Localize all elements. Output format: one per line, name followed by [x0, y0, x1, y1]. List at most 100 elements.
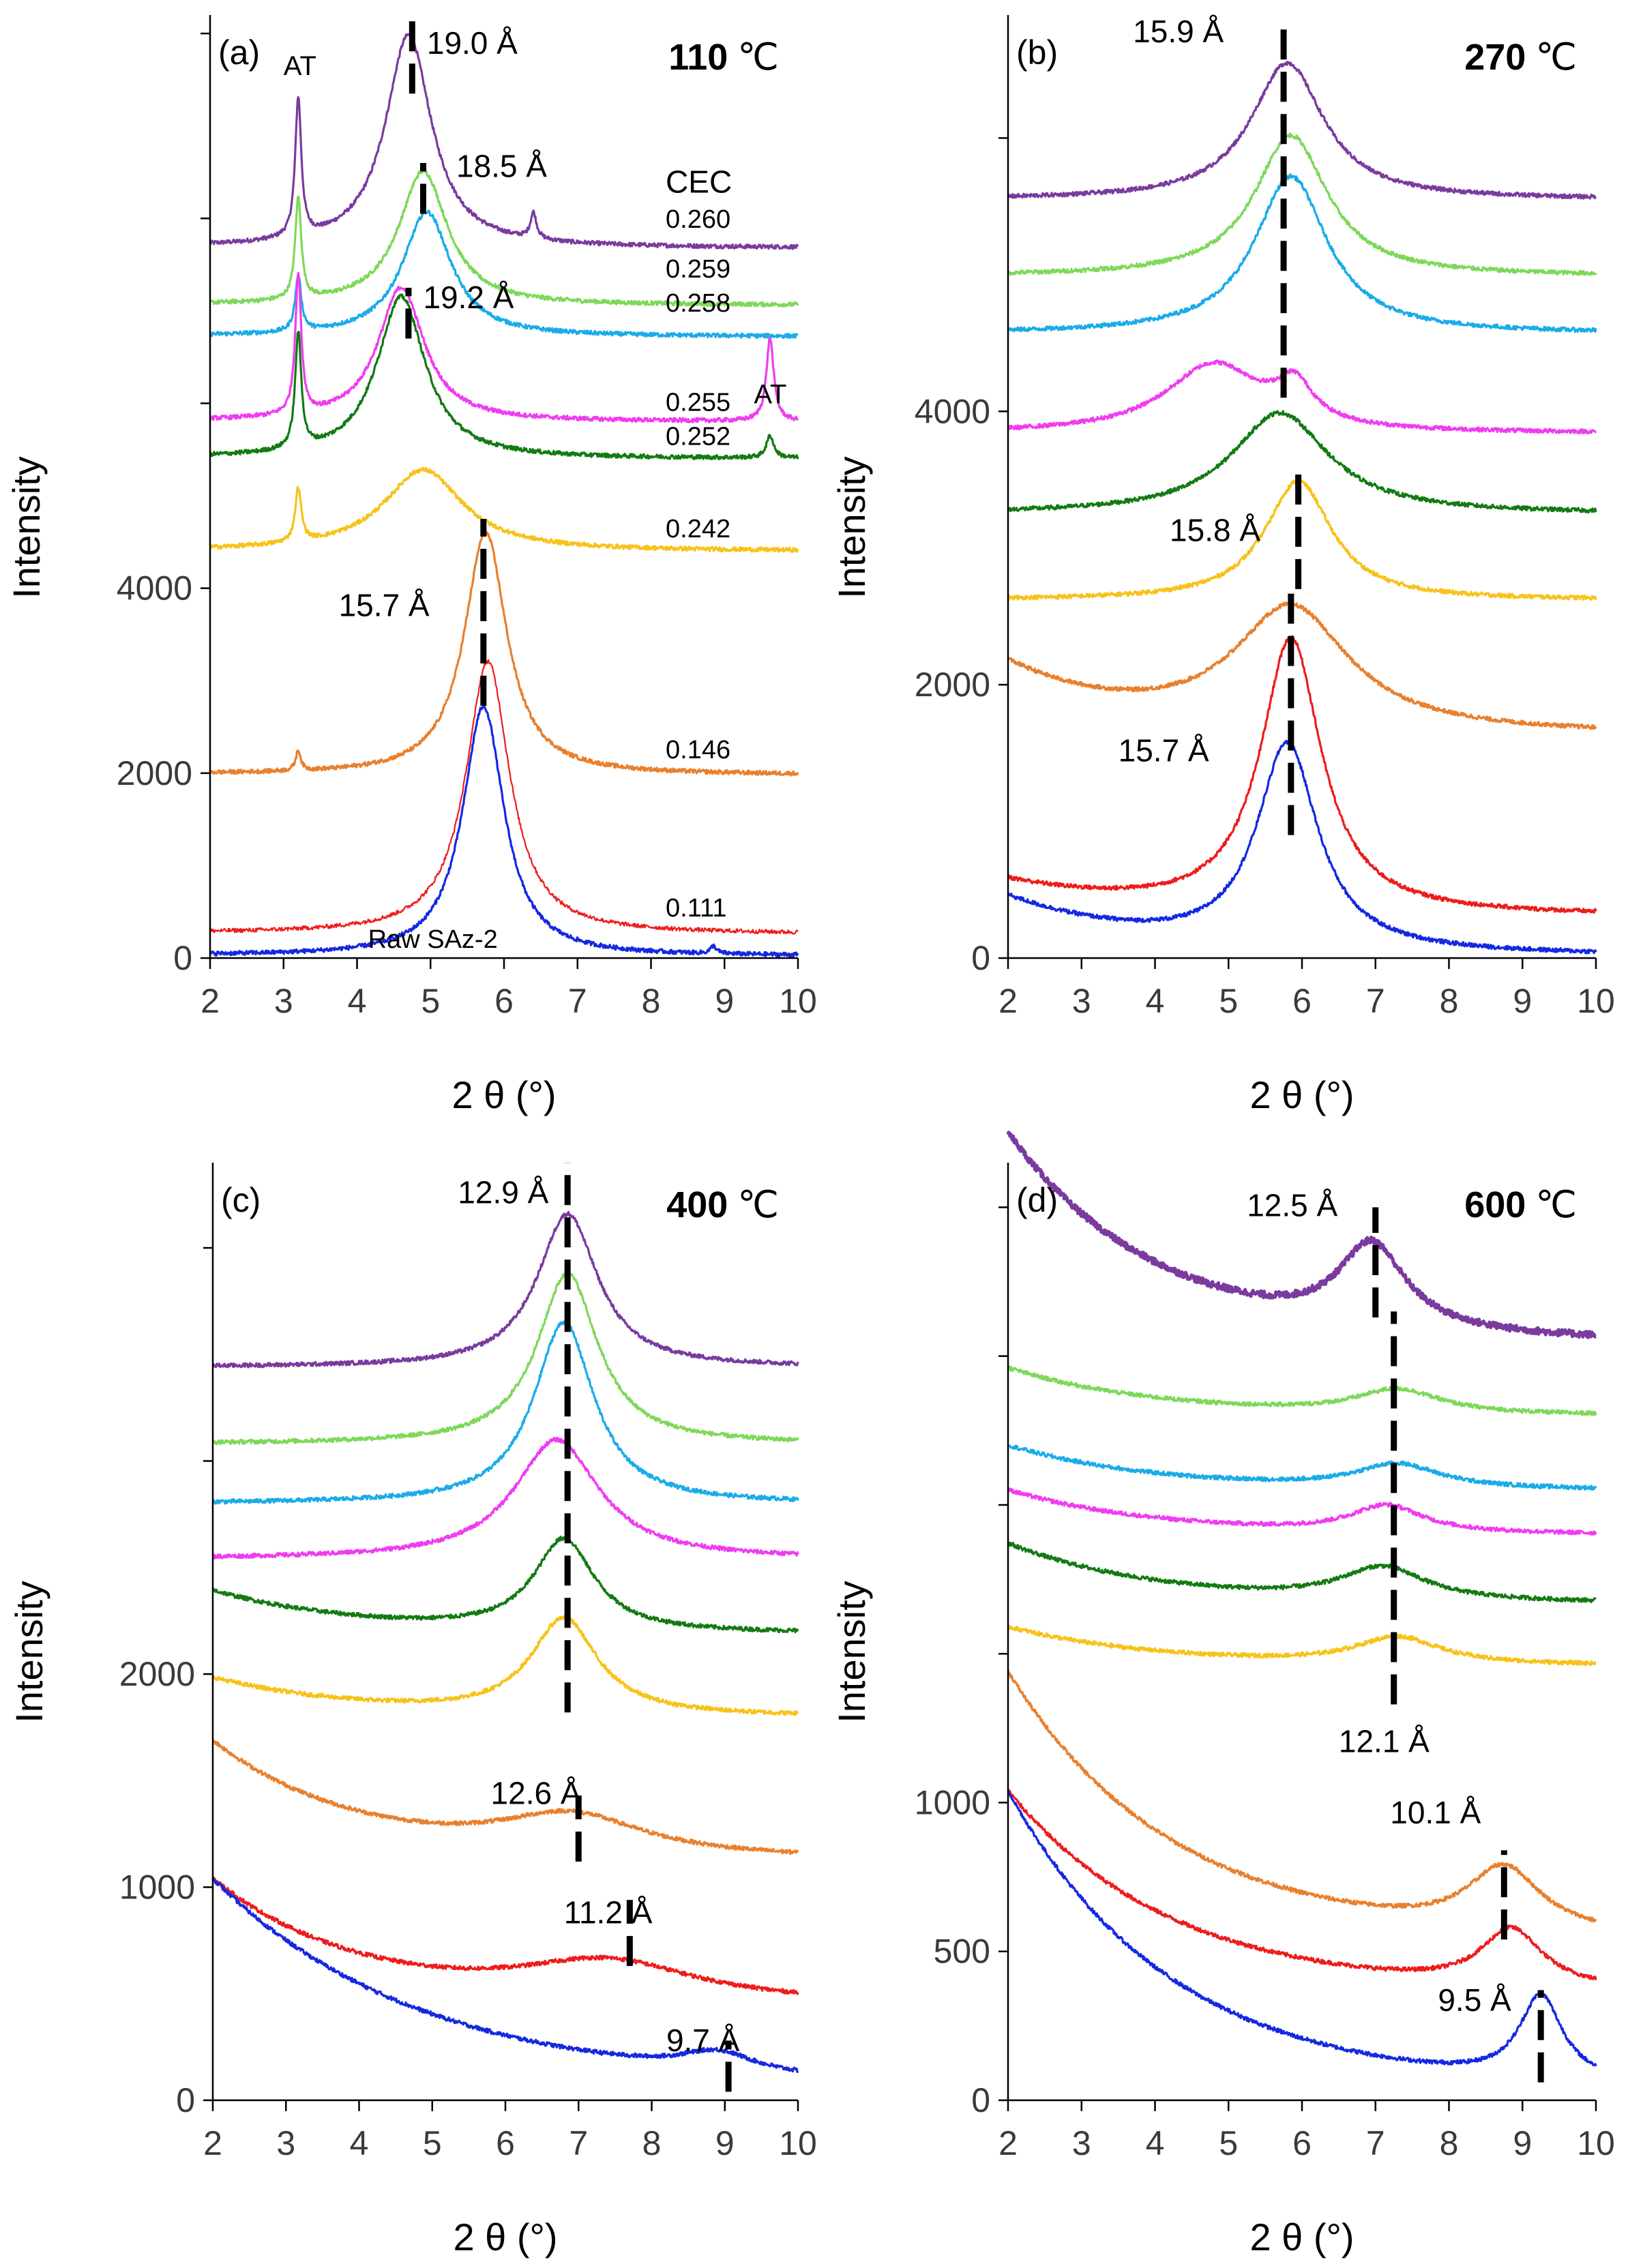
series-label: 0.259 — [666, 255, 730, 284]
annotation-label: 15.8 Å — [1170, 513, 1260, 548]
series-label: 0.146 — [666, 736, 730, 764]
series-label: 0.242 — [666, 515, 730, 543]
x-tick-label: 8 — [642, 982, 661, 1020]
x-tick-label: 7 — [1366, 982, 1385, 1020]
annotation-label: 12.9 Å — [458, 1174, 548, 1210]
series-line-0-242 — [209, 466, 799, 554]
series-line-0-146 — [1007, 1669, 1597, 1923]
annotation-label: 15.9 Å — [1133, 14, 1224, 49]
temperature-value: 110 — [668, 37, 728, 78]
x-tick-label: 7 — [1366, 2124, 1385, 2162]
series-line-0-111 — [209, 659, 799, 935]
series-line-0-252 — [209, 293, 799, 460]
series-line-0-242 — [1007, 479, 1597, 601]
series-line-Raw-SAz-2 — [1007, 1788, 1597, 2067]
x-tick-label: 5 — [1219, 2124, 1238, 2162]
x-axis-title: 2 θ (°) — [452, 1073, 556, 1116]
panel-label: (b) — [1016, 33, 1058, 72]
temperature-unit: ℃ — [737, 37, 779, 78]
y-tick-label: 2000 — [119, 1655, 195, 1693]
x-tick-label: 8 — [1440, 2124, 1459, 2162]
series-line-0-111 — [1007, 1789, 1597, 1981]
annotation-label: AT — [284, 51, 316, 81]
panel-label: (c) — [221, 1181, 261, 1219]
series-line-0-259 — [209, 168, 799, 308]
series-line-0-259 — [1007, 1365, 1597, 1416]
x-tick-label: 7 — [568, 982, 587, 1020]
series-line-0-259 — [211, 1272, 799, 1446]
x-tick-label: 2 — [998, 982, 1018, 1020]
series-label: 0.258 — [666, 289, 730, 318]
x-tick-label: 3 — [1072, 982, 1091, 1020]
series-line-0-258 — [211, 1320, 799, 1505]
x-tick-label: 10 — [779, 982, 817, 1020]
temperature-label: 110 ℃ — [668, 37, 779, 78]
x-tick-label: 3 — [1072, 2124, 1091, 2162]
x-axis-title: 2 θ (°) — [453, 2215, 557, 2258]
series-line-0-111 — [211, 1877, 799, 1995]
series-line-0-252 — [1007, 410, 1597, 513]
y-tick-label: 0 — [173, 939, 192, 977]
series-line-0-260 — [1007, 61, 1597, 200]
temperature-label: 600 ℃ — [1464, 1184, 1577, 1225]
panel-d: 2 3 4 5 6 7 8 9 10 0 500 1000 2 θ (°) Intensity (d) 600… — [830, 1131, 1615, 2258]
x-tick-label: 4 — [1146, 2124, 1165, 2162]
x-tick-label: 3 — [276, 2124, 295, 2162]
y-axis-title: Intensity — [830, 456, 873, 599]
series-label: 0.255 — [666, 388, 730, 417]
annotation-label: 11.2 Å — [564, 1895, 653, 1930]
x-tick-label: 4 — [350, 2124, 369, 2162]
annotation-label: 9.5 Å — [1438, 1982, 1511, 2018]
series-line-0-258 — [209, 209, 799, 340]
annotation-label: 15.7 Å — [1119, 732, 1209, 768]
x-tick-label: 2 — [201, 982, 220, 1020]
x-tick-label: 5 — [1219, 982, 1238, 1020]
annotation-label: 15.7 Å — [339, 587, 430, 623]
x-tick-label: 7 — [569, 2124, 588, 2162]
x-axis-title: 2 θ (°) — [1249, 2215, 1354, 2258]
series-line-0-252 — [1007, 1541, 1597, 1604]
temperature-value: 400 — [666, 1184, 728, 1225]
x-axis-title: 2 θ (°) — [1249, 1073, 1354, 1116]
panel-label: (d) — [1016, 1181, 1058, 1219]
panel-label: (a) — [218, 33, 260, 72]
y-tick-label: 500 — [934, 1933, 990, 1971]
series-line-0-252 — [211, 1536, 799, 1634]
y-tick-label: 0 — [176, 2081, 195, 2119]
series-line-0-258 — [1007, 173, 1597, 333]
x-tick-label: 6 — [1292, 2124, 1312, 2162]
x-tick-label: 4 — [1146, 982, 1165, 1020]
x-tick-label: 6 — [494, 982, 514, 1020]
x-tick-label: 9 — [715, 2124, 735, 2162]
x-tick-label: 10 — [1577, 982, 1615, 1020]
y-tick-label: 4000 — [117, 569, 192, 608]
x-tick-label: 2 — [998, 2124, 1018, 2162]
series-line-0-260 — [209, 33, 799, 250]
series-line-Raw-SAz-2 — [211, 1877, 799, 2074]
series-line-0-255 — [1007, 1487, 1597, 1536]
series-line-Raw-SAz-2 — [209, 704, 799, 958]
series-line-0-146 — [209, 531, 799, 777]
x-tick-label: 6 — [1292, 982, 1312, 1020]
x-tick-label: 5 — [421, 982, 440, 1020]
series-line-0-259 — [1007, 132, 1597, 276]
x-tick-label: 3 — [274, 982, 293, 1020]
x-tick-label: 2 — [203, 2124, 222, 2162]
temperature-unit: ℃ — [1535, 37, 1577, 78]
series-label: Raw SAz-2 — [368, 925, 498, 954]
y-axis-title: Intensity — [830, 1581, 873, 1723]
x-tick-label: 8 — [1440, 982, 1459, 1020]
annotation-label: 12.6 Å — [491, 1776, 582, 1811]
series-line-0-146 — [211, 1740, 799, 1855]
x-tick-label: 9 — [1513, 982, 1532, 1020]
series-line-0-258 — [1007, 1444, 1597, 1491]
y-tick-label: 2000 — [117, 754, 192, 792]
temperature-unit: ℃ — [1535, 1184, 1577, 1225]
panel-c: 2 3 4 5 6 7 8 9 10 0 1000 2000 2 θ (°) Intensity (c) 40… — [8, 1163, 817, 2258]
x-tick-label: 5 — [423, 2124, 442, 2162]
series-line-0-260 — [1006, 1131, 1597, 1339]
x-tick-label: 9 — [715, 982, 734, 1020]
y-tick-label: 1000 — [119, 1868, 195, 1907]
series-line-0-242 — [1007, 1624, 1597, 1667]
series-line-0-111 — [1007, 635, 1597, 914]
